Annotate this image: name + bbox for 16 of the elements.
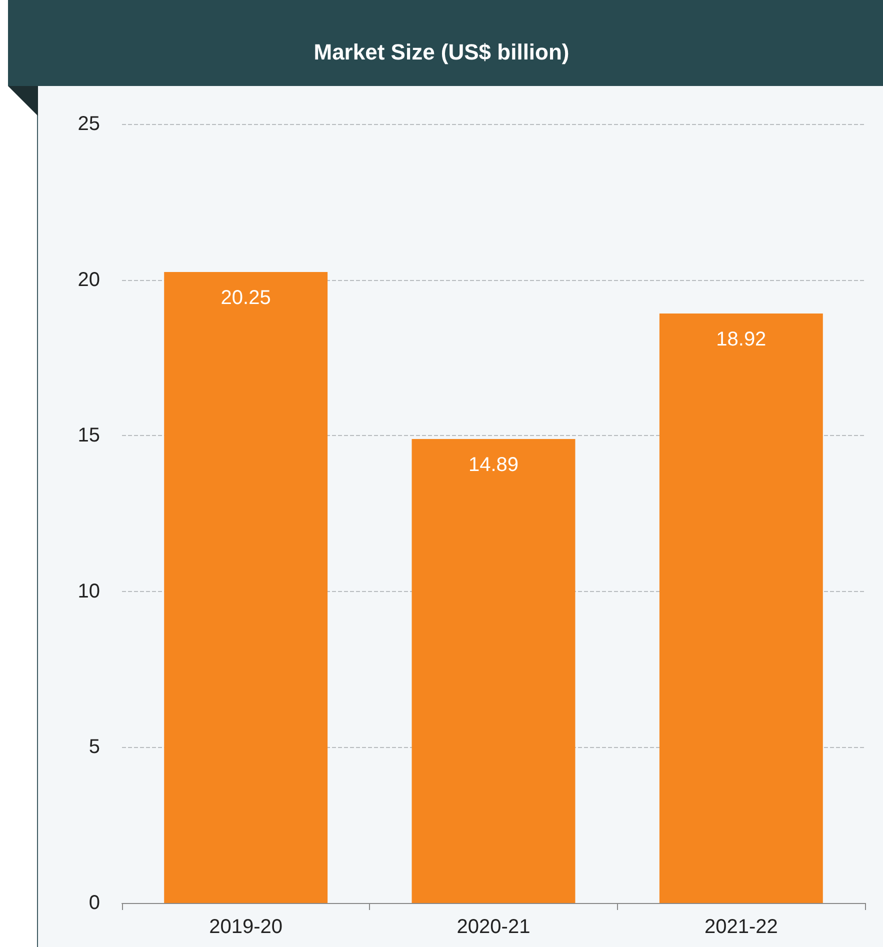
y-tick-label: 10: [78, 580, 100, 602]
y-tick-label: 20: [78, 268, 100, 291]
x-tick-label: 2020-21: [456, 916, 530, 938]
data-label: 20.25: [220, 287, 271, 310]
bar: [659, 313, 823, 903]
data-label: 14.89: [468, 454, 519, 476]
y-tick-label: 0: [88, 892, 100, 914]
x-tick-label: 2021-22: [704, 916, 778, 938]
chart-title: Market Size (US$ billion): [314, 40, 570, 64]
data-label: 18.92: [716, 328, 766, 350]
y-tick-label: 5: [88, 736, 100, 758]
x-tick-label: 2019-20: [209, 916, 283, 938]
bar: [164, 272, 328, 903]
y-tick-label: 15: [78, 424, 100, 447]
y-tick-label: 25: [78, 113, 100, 135]
bar: [412, 439, 576, 903]
